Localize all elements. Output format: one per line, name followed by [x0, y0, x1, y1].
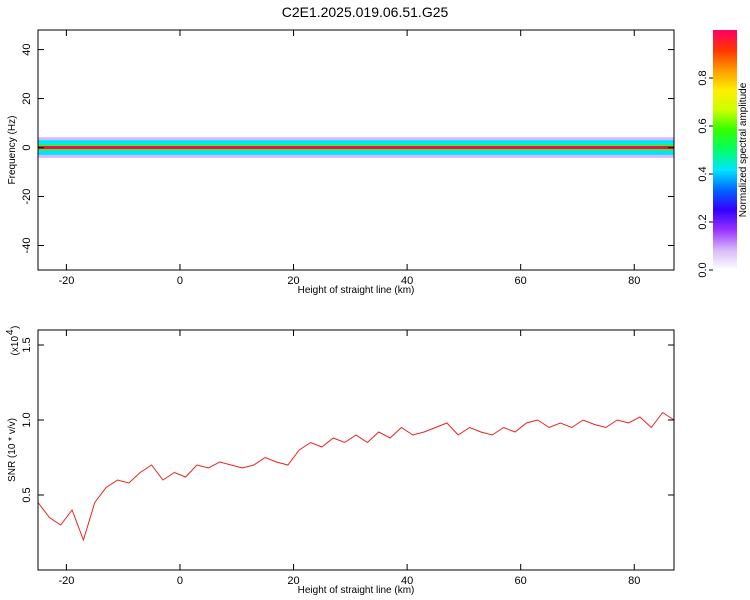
y-tick-label: 0: [21, 144, 33, 150]
snr-scale-note: (x10 4 ): [5, 326, 21, 356]
snr-scale-close: ): [10, 326, 21, 329]
cb-tick-label: 0.2: [697, 214, 709, 229]
snr-xlabel: Height of straight line (km): [298, 585, 415, 596]
x-tick-label: 40: [401, 275, 413, 287]
x-tick-label: 80: [628, 275, 640, 287]
y-tick-label: -40: [21, 238, 33, 254]
x-tick-label: 0: [177, 275, 183, 287]
spectrogram-axes: -20 0 20 40 60 80 -40 -20 0 20 40: [21, 30, 674, 287]
colorbar-label: Normalized spectral amplitude: [738, 82, 749, 217]
y-tick-label: 1.5: [21, 337, 33, 352]
y-tick-label: 20: [21, 92, 33, 104]
snr-scale-label: (x10: [10, 336, 21, 356]
band-peak: [38, 146, 674, 150]
figure-title: C2E1.2025.019.06.51.G25: [282, 4, 449, 20]
x-tick-label: 80: [628, 575, 640, 587]
x-tick-label: 20: [287, 575, 299, 587]
snr-plot: [37, 411, 675, 542]
y-tick-label: 1.0: [21, 412, 33, 427]
colorbar-ticks: 0.0 0.2 0.4 0.6 0.8: [697, 70, 713, 278]
x-tick-label: 40: [401, 575, 413, 587]
x-tick-label: -20: [58, 575, 74, 587]
snr-series-line: [37, 411, 675, 542]
x-tick-label: -20: [58, 275, 74, 287]
snr-panel: -20 0 20 40 60 80 0.5 1.0 1.5 Height of straight…: [5, 326, 675, 596]
x-tick-label: 0: [177, 575, 183, 587]
cb-tick-label: 0.6: [697, 118, 709, 133]
cb-tick-label: 0.0: [697, 262, 709, 277]
snr-ylabel: SNR (10 * v/v): [7, 418, 18, 482]
spectrogram-band: [38, 137, 674, 158]
x-tick-label: 20: [287, 275, 299, 287]
x-tick-label: 60: [515, 575, 527, 587]
y-tick-label: 40: [21, 43, 33, 55]
snr-frame: [37, 329, 675, 571]
cb-tick-label: 0.4: [697, 166, 709, 181]
colorbar: 0.0 0.2 0.4 0.6 0.8 Normalized spectral ampl…: [697, 30, 749, 278]
snr-axes: -20 0 20 40 60 80 0.5 1.0 1.5: [21, 330, 674, 587]
x-tick-label: 60: [515, 275, 527, 287]
cb-tick-label: 0.8: [697, 70, 709, 85]
y-tick-label: -20: [21, 189, 33, 205]
spectrogram-panel: -20 0 20 40 60 80 -40 -20 0 20 40 Height of straig…: [7, 29, 675, 296]
spectrogram-frame: [37, 29, 675, 271]
snr-scale-exponent: 4: [5, 329, 16, 335]
spectrogram-xlabel: Height of straight line (km): [298, 285, 415, 296]
colorbar-gradient: [713, 30, 737, 270]
y-tick-label: 0.5: [21, 487, 33, 502]
spectrogram-ylabel: Frequency (Hz): [7, 116, 18, 185]
